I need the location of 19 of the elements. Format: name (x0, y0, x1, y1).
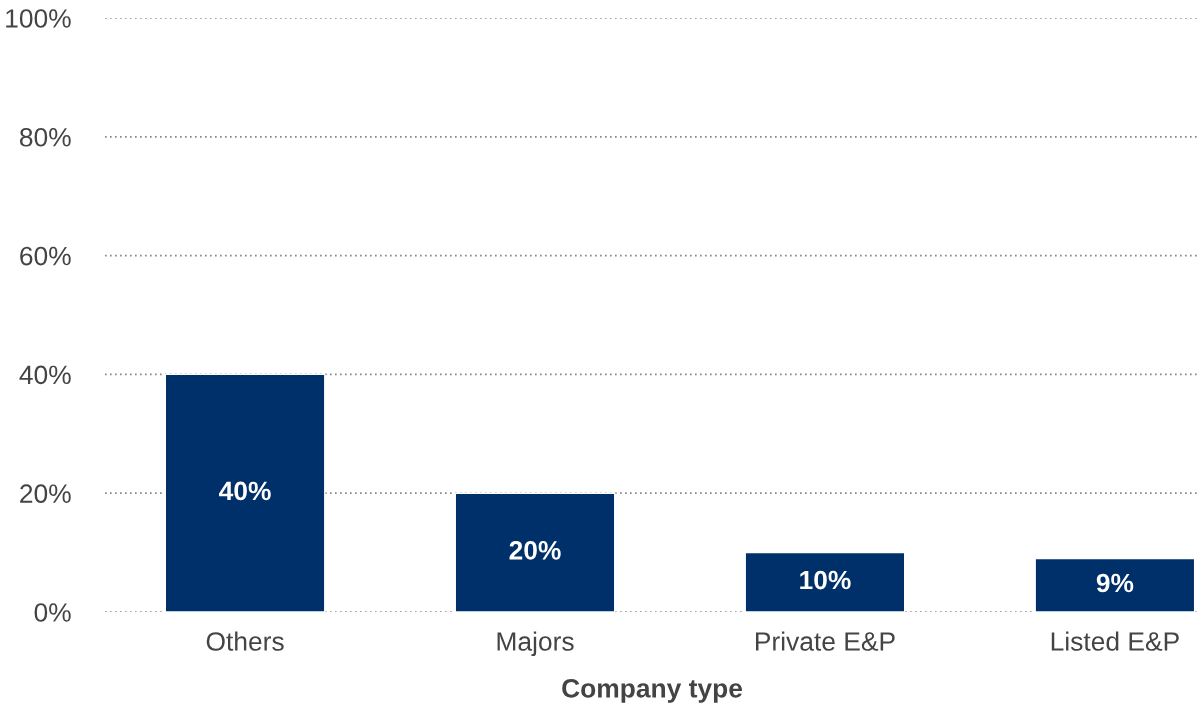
y-tick-label: 0% (34, 603, 71, 622)
data-label: 9% (1096, 573, 1134, 593)
data-label: 20% (509, 541, 561, 560)
data-label: 40% (219, 481, 271, 501)
y-tick-label: 80% (20, 127, 71, 147)
y-tick-label: 40% (19, 365, 71, 385)
bar (164, 373, 326, 612)
y-tick-label: 100% (6, 9, 71, 28)
y-tick-label: 20% (20, 484, 71, 504)
bar (1034, 557, 1196, 612)
x-axis-title: Company type (562, 678, 743, 703)
data-label: 10% (800, 570, 851, 590)
x-tick-label: Private E&P (755, 631, 895, 651)
y-tick-label: 60% (20, 246, 71, 266)
x-tick-label: Majors (497, 631, 574, 657)
bar (454, 492, 616, 612)
x-tick-label: Listed E&P (1051, 631, 1179, 651)
x-tick-label: Others (206, 631, 284, 651)
bar (744, 551, 906, 612)
